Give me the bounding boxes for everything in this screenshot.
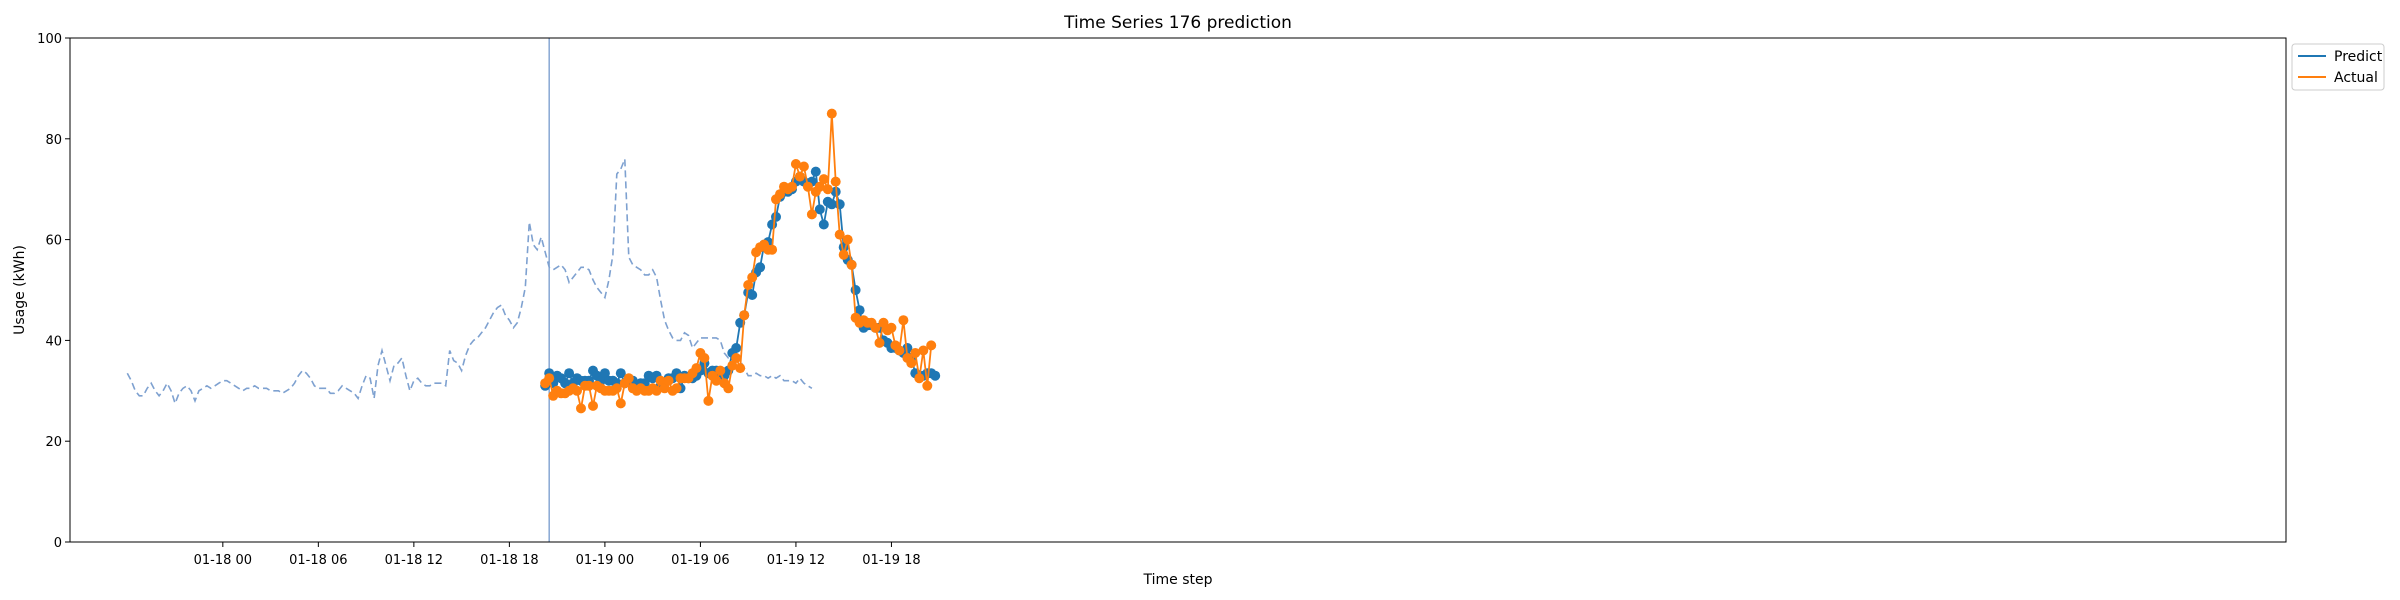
series-actual-point <box>671 383 682 394</box>
series-actual-point <box>898 315 909 326</box>
series-actual-point <box>727 360 738 371</box>
plot-area <box>126 38 941 542</box>
series-actual-point <box>910 348 921 358</box>
series-actual-point <box>703 395 714 406</box>
y-tick-label: 100 <box>37 32 62 47</box>
series-actual-point <box>794 171 805 182</box>
y-tick-label: 60 <box>45 234 62 249</box>
series-predict-point <box>615 368 626 379</box>
legend-label-predict: Predict <box>2334 49 2383 65</box>
series-actual-point <box>715 365 726 376</box>
series-predict-point <box>930 370 941 381</box>
series-predict-point <box>810 166 821 177</box>
series-actual-point <box>787 181 797 192</box>
series-actual-point <box>767 244 778 255</box>
y-tick-label: 20 <box>45 435 62 450</box>
series-predict-point <box>902 343 913 353</box>
y-axis: 0 20 40 60 80 100 <box>37 32 70 551</box>
series-actual-point <box>576 403 586 414</box>
series-actual-point <box>747 272 758 283</box>
series-actual-point <box>846 259 857 270</box>
series-predict-point <box>818 219 829 230</box>
series-actual-point <box>870 322 881 333</box>
series-actual-point <box>874 337 885 348</box>
series-actual-point <box>918 345 929 356</box>
series-predict-point <box>755 262 766 273</box>
legend: Predict Actual <box>2291 43 2385 91</box>
y-tick-label: 0 <box>54 536 62 551</box>
series-predict-point <box>834 199 845 210</box>
series-actual-point <box>914 373 925 384</box>
y-tick-label: 80 <box>45 133 62 148</box>
x-axis-label: Time step <box>1143 572 1213 588</box>
chart-title: Time Series 176 prediction <box>1063 13 1292 33</box>
legend-label-actual: Actual <box>2334 70 2378 86</box>
series-actual-point <box>711 375 722 386</box>
series-actual-point <box>572 385 582 396</box>
series-actual-point <box>544 373 555 384</box>
series-actual-point <box>838 249 849 260</box>
series-actual-point <box>775 189 785 200</box>
x-tick-label: 01-18 18 <box>480 553 538 568</box>
x-tick-label: 01-18 06 <box>289 553 347 568</box>
x-tick-label: 01-19 00 <box>576 553 634 568</box>
series-predict-point <box>599 368 610 379</box>
series-actual-point <box>790 159 801 169</box>
series-actual-point <box>743 280 754 290</box>
y-axis-label: Usage (kWh) <box>12 245 28 335</box>
series-actual-point <box>826 108 837 119</box>
series-actual-point <box>830 176 841 187</box>
series-predict-point <box>850 285 861 295</box>
series-actual-point <box>878 317 889 328</box>
series-actual-point <box>906 358 917 369</box>
series-actual-point <box>739 310 750 321</box>
plot-frame <box>69 37 2287 543</box>
series-actual-point <box>818 174 829 185</box>
series-actual-point <box>842 234 853 245</box>
series-history-line <box>126 158 813 406</box>
series-actual-point <box>651 385 662 396</box>
series-predict-point <box>560 378 571 389</box>
series-actual-point <box>802 181 813 192</box>
x-tick-label: 01-19 06 <box>671 553 729 568</box>
x-tick-label: 01-19 18 <box>862 553 920 568</box>
series-actual-point <box>659 383 670 394</box>
x-tick-label: 01-19 12 <box>767 553 825 568</box>
series-actual-point <box>806 209 817 220</box>
series-actual-point <box>798 161 809 172</box>
series-predict-point <box>731 343 742 353</box>
series-actual-point <box>814 181 825 192</box>
series-actual-point <box>894 345 905 356</box>
series-actual-point <box>588 400 598 411</box>
series-predict-point <box>826 199 837 210</box>
series-actual-point <box>655 375 666 386</box>
series-actual-point <box>886 322 897 333</box>
series-actual-point <box>834 229 845 240</box>
series-actual-point <box>623 373 634 384</box>
series-actual-point <box>663 375 674 386</box>
x-tick-label: 01-18 00 <box>194 553 252 568</box>
series-predict-point <box>854 305 865 316</box>
x-tick-label: 01-18 12 <box>385 553 443 568</box>
series-predict-point <box>564 368 575 379</box>
series-actual-point <box>615 398 626 409</box>
series-actual-point <box>691 363 702 374</box>
series-actual-point <box>611 383 622 394</box>
series-actual-point <box>822 184 833 195</box>
series-actual-point <box>723 383 734 394</box>
series-predict-point <box>814 204 825 215</box>
series-actual-point <box>699 353 710 363</box>
series-actual-point <box>926 340 937 351</box>
y-tick-label: 40 <box>45 334 62 349</box>
series-actual-point <box>584 380 594 391</box>
series-actual-point <box>922 380 933 391</box>
x-axis: 01-18 00 01-18 06 01-18 12 01-18 18 01-19 00… <box>194 542 921 568</box>
series-predict-point <box>771 211 781 222</box>
series-actual-point <box>731 353 742 363</box>
series-predict-point <box>747 290 758 300</box>
series-actual-point <box>735 363 746 374</box>
